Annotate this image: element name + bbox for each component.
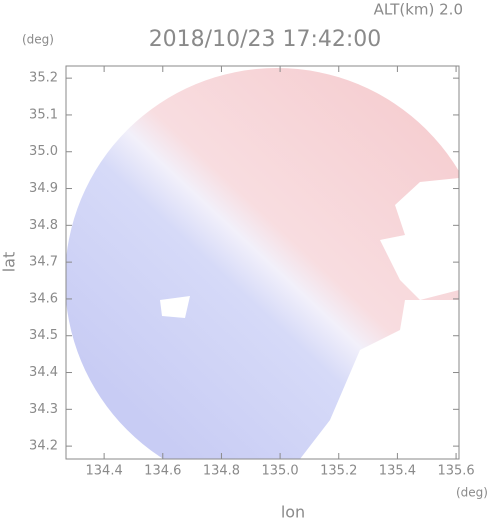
y-tick-label: 34.2 — [29, 439, 58, 454]
x-tick-label: 134.6 — [144, 464, 181, 479]
x-tick-label: 135.4 — [379, 464, 416, 479]
subtitle: ALT(km) 2.0 — [374, 1, 463, 19]
x-tick-label: 134.8 — [203, 464, 240, 479]
no-data — [300, 300, 459, 459]
y-tick-label: 34.3 — [29, 402, 58, 417]
y-tick-label: 34.8 — [29, 218, 58, 233]
no-data — [160, 296, 190, 318]
radar-field — [66, 68, 459, 459]
y-tick-label: 35.2 — [29, 71, 58, 86]
y-unit: (deg) — [22, 33, 54, 47]
x-tick-label: 135.0 — [261, 464, 298, 479]
x-unit: (deg) — [456, 486, 488, 500]
chart-title: 2018/10/23 17:42:00 — [149, 27, 382, 52]
y-tick-label: 34.9 — [29, 181, 58, 196]
y-tick-label: 34.4 — [29, 365, 58, 380]
y-tick-label: 35.0 — [29, 144, 58, 159]
y-tick-label: 34.5 — [29, 328, 58, 343]
y-tick-label: 34.6 — [29, 291, 58, 306]
y-tick-label: 35.1 — [29, 107, 58, 122]
x-tick-label: 134.4 — [86, 464, 123, 479]
y-tick-label: 34.7 — [29, 255, 58, 270]
no-data — [380, 178, 459, 300]
x-tick-label: 135.2 — [320, 464, 357, 479]
x-tick-label: 135.6 — [437, 464, 474, 479]
y-axis-label: lat — [0, 252, 19, 273]
x-axis-label: lon — [281, 503, 305, 521]
